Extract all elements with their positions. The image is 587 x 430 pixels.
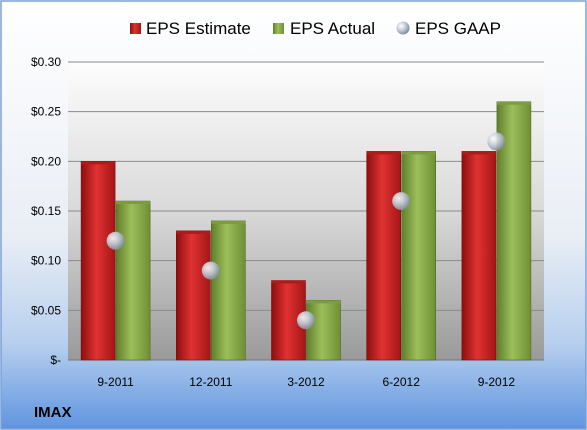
bars — [80, 101, 532, 361]
y-tick-label: $0.25 — [31, 105, 61, 119]
x-axis-ticks: 9-2011 12-2011 3-2012 6-2012 9-2012 — [97, 375, 515, 389]
y-tick-label: $- — [50, 353, 61, 367]
legend-label-actual: EPS Actual — [290, 19, 375, 38]
x-tick-label: 9-2011 — [97, 375, 134, 389]
y-tick-label: $0.10 — [31, 254, 61, 268]
legend-item-eps-estimate: EPS Estimate — [130, 19, 251, 38]
y-tick-label: $0.15 — [31, 204, 61, 218]
marker-eps-gaap — [106, 231, 125, 250]
bar-eps-actual — [211, 220, 246, 361]
legend: EPS Estimate EPS Actual EPS GAAP — [130, 19, 501, 38]
y-axis-ticks: $- $0.05 $0.10 $0.15 $0.20 $0.25 $0.30 — [31, 55, 61, 367]
bar-eps-estimate — [176, 230, 211, 361]
bar-eps-estimate — [80, 161, 116, 361]
bar-cap-eps-estimate — [366, 151, 401, 155]
bar-cap-eps-actual — [306, 300, 341, 304]
legend-item-eps-gaap: EPS GAAP — [396, 19, 501, 38]
x-tick-label: 3-2012 — [287, 375, 325, 389]
bar-cap-eps-actual — [211, 220, 246, 224]
x-tick-label: 9-2012 — [478, 375, 516, 389]
bar-cap-eps-estimate — [81, 161, 116, 165]
ticker-label: IMAX — [34, 404, 72, 421]
legend-item-eps-actual: EPS Actual — [273, 19, 375, 38]
bar-eps-actual — [401, 151, 437, 361]
bar-eps-estimate — [366, 151, 402, 361]
bar-eps-actual — [306, 300, 341, 361]
bar-cap-eps-actual — [496, 101, 531, 105]
bar-eps-estimate — [461, 151, 497, 361]
bar-cap-eps-actual — [116, 201, 151, 205]
legend-label-gaap: EPS GAAP — [415, 19, 501, 38]
marker-eps-gaap — [201, 261, 220, 280]
bar-cap-eps-estimate — [271, 280, 306, 284]
marker-eps-gaap — [392, 192, 411, 211]
y-tick-label: $0.30 — [31, 55, 61, 69]
legend-swatch-estimate — [130, 23, 141, 34]
legend-swatch-actual — [273, 23, 284, 34]
bar-cap-eps-estimate — [176, 230, 211, 234]
bar-cap-eps-estimate — [461, 151, 496, 155]
legend-label-estimate: EPS Estimate — [146, 19, 251, 38]
y-tick-label: $0.20 — [31, 154, 61, 168]
x-tick-label: 12-2011 — [189, 375, 232, 389]
gaap-markers — [106, 132, 506, 330]
bar-cap-eps-actual — [401, 151, 436, 155]
marker-eps-gaap — [487, 132, 506, 151]
bar-eps-actual — [115, 200, 151, 361]
marker-eps-gaap — [297, 311, 315, 330]
legend-swatch-gaap — [396, 21, 410, 35]
x-tick-label: 6-2012 — [383, 375, 421, 389]
y-tick-label: $0.05 — [31, 303, 61, 317]
